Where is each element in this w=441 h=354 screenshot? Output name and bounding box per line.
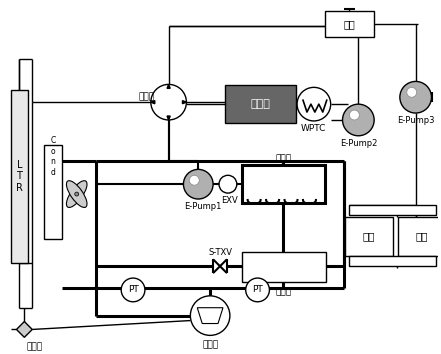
Text: 三通阀: 三通阀 [26, 343, 42, 352]
Polygon shape [167, 116, 170, 120]
Bar [345, 217, 393, 256]
Bar [242, 252, 326, 282]
Text: 四通阀: 四通阀 [139, 93, 155, 102]
Bar [398, 217, 441, 256]
Bar [44, 145, 62, 239]
Polygon shape [151, 101, 155, 104]
Circle shape [246, 278, 269, 302]
Circle shape [297, 87, 331, 121]
Text: E-Pump1: E-Pump1 [184, 202, 222, 211]
Text: EXV: EXV [221, 196, 238, 205]
Ellipse shape [67, 181, 87, 207]
Polygon shape [183, 101, 187, 104]
Text: 冷水机: 冷水机 [275, 154, 292, 163]
Bar [349, 256, 437, 266]
Polygon shape [197, 308, 223, 324]
Text: PT: PT [128, 285, 138, 295]
Bar [242, 165, 325, 203]
Text: C
o
n
d: C o n d [50, 136, 56, 177]
Text: E-Pump2: E-Pump2 [340, 139, 377, 148]
Circle shape [121, 278, 145, 302]
Bar [225, 85, 296, 123]
Bar [325, 11, 374, 37]
Text: L
T
R: L T R [16, 160, 23, 193]
Circle shape [407, 87, 417, 97]
Circle shape [191, 296, 230, 335]
Circle shape [343, 104, 374, 136]
Text: 电池组: 电池组 [250, 99, 270, 109]
Circle shape [183, 169, 213, 199]
Text: 水壶: 水壶 [344, 19, 355, 29]
Circle shape [151, 84, 187, 120]
Text: 电机: 电机 [363, 232, 375, 241]
Text: E-Pump3: E-Pump3 [397, 116, 434, 125]
Polygon shape [16, 321, 32, 337]
Polygon shape [167, 84, 170, 88]
Circle shape [349, 110, 359, 120]
Text: PT: PT [252, 285, 263, 295]
Text: 电控: 电控 [415, 232, 428, 241]
Circle shape [400, 81, 431, 113]
Text: 压缩机: 压缩机 [202, 341, 218, 350]
Text: S-TXV: S-TXV [208, 248, 232, 257]
Circle shape [189, 175, 199, 185]
Text: 蔷发器: 蔷发器 [275, 287, 292, 296]
Bar [349, 205, 437, 215]
Circle shape [219, 175, 237, 193]
Ellipse shape [67, 181, 87, 207]
Circle shape [75, 192, 78, 196]
Text: WPTC: WPTC [301, 124, 327, 133]
Bar [11, 90, 28, 263]
